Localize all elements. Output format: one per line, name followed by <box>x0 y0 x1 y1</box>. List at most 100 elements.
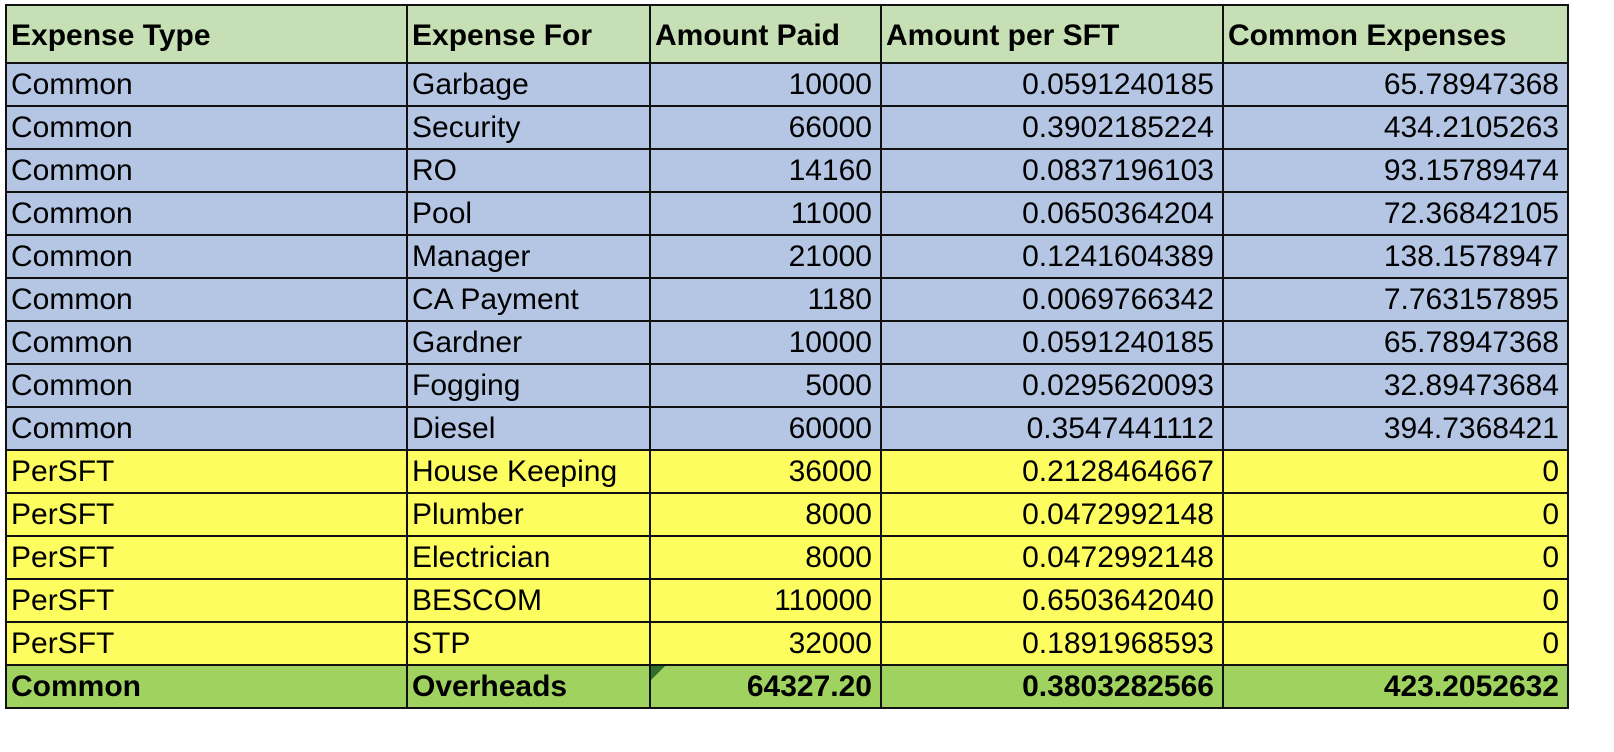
header-amount-paid[interactable]: Amount Paid <box>649 4 882 64</box>
cell-expense-type[interactable]: PerSFT <box>5 492 408 537</box>
comment-indicator-icon[interactable] <box>652 667 665 680</box>
cell-common-expenses[interactable]: 0 <box>1222 535 1569 580</box>
table-row: Common Pool 11000 0.0650364204 72.36842105 <box>5 191 1569 236</box>
cell-common-expenses[interactable]: 93.15789474 <box>1222 148 1569 193</box>
cell-amount-paid[interactable]: 66000 <box>649 105 882 150</box>
cell-expense-type[interactable]: Common <box>5 406 408 451</box>
cell-amount-paid[interactable]: 32000 <box>649 621 882 666</box>
cell-expense-type[interactable]: PerSFT <box>5 578 408 623</box>
cell-amount-paid[interactable]: 5000 <box>649 363 882 408</box>
cell-amount-per-sft[interactable]: 0.0472992148 <box>880 535 1224 580</box>
cell-expense-type[interactable]: Common <box>5 363 408 408</box>
total-row: Common Overheads 64327.20 0.3803282566 4… <box>5 664 1569 709</box>
cell-expense-for[interactable]: BESCOM <box>406 578 651 623</box>
cell-common-expenses[interactable]: 65.78947368 <box>1222 320 1569 365</box>
cell-amount-paid[interactable]: 10000 <box>649 320 882 365</box>
cell-expense-for[interactable]: Security <box>406 105 651 150</box>
cell-expense-for[interactable]: Electrician <box>406 535 651 580</box>
cell-expense-for[interactable]: Pool <box>406 191 651 236</box>
cell-expense-for[interactable]: Gardner <box>406 320 651 365</box>
cell-expense-type[interactable]: Common <box>5 62 408 107</box>
cell-common-expenses[interactable]: 0 <box>1222 621 1569 666</box>
cell-amount-per-sft[interactable]: 0.3902185224 <box>880 105 1224 150</box>
cell-expense-for[interactable]: CA Payment <box>406 277 651 322</box>
cell-amount-per-sft[interactable]: 0.0837196103 <box>880 148 1224 193</box>
cell-amount-per-sft[interactable]: 0.0650364204 <box>880 191 1224 236</box>
cell-amount-paid[interactable]: 8000 <box>649 535 882 580</box>
cell-amount-per-sft[interactable]: 0.1891968593 <box>880 621 1224 666</box>
cell-common-expenses[interactable]: 394.7368421 <box>1222 406 1569 451</box>
cell-amount-per-sft[interactable]: 0.0069766342 <box>880 277 1224 322</box>
table-row: Common Garbage 10000 0.0591240185 65.7894736… <box>5 62 1569 107</box>
cell-common-expenses[interactable]: 72.36842105 <box>1222 191 1569 236</box>
table-row: PerSFT BESCOM 110000 0.6503642040 0 <box>5 578 1569 623</box>
total-common-expenses[interactable]: 423.2052632 <box>1222 664 1569 709</box>
cell-expense-type[interactable]: Common <box>5 105 408 150</box>
table-body: Common Garbage 10000 0.0591240185 65.7894736… <box>5 62 1569 666</box>
header-amount-per-sft[interactable]: Amount per SFT <box>880 4 1224 64</box>
cell-amount-paid[interactable]: 11000 <box>649 191 882 236</box>
cell-amount-paid[interactable]: 1180 <box>649 277 882 322</box>
table-row: Common RO 14160 0.0837196103 93.15789474 <box>5 148 1569 193</box>
cell-amount-per-sft[interactable]: 0.0591240185 <box>880 62 1224 107</box>
table-row: Common Gardner 10000 0.0591240185 65.7894736… <box>5 320 1569 365</box>
cell-expense-type[interactable]: Common <box>5 277 408 322</box>
cell-amount-per-sft[interactable]: 0.6503642040 <box>880 578 1224 623</box>
cell-amount-paid[interactable]: 21000 <box>649 234 882 279</box>
cell-amount-paid[interactable]: 8000 <box>649 492 882 537</box>
cell-amount-per-sft[interactable]: 0.3547441112 <box>880 406 1224 451</box>
cell-common-expenses[interactable]: 65.78947368 <box>1222 62 1569 107</box>
cell-common-expenses[interactable]: 0 <box>1222 449 1569 494</box>
cell-expense-for[interactable]: Diesel <box>406 406 651 451</box>
table-row: Common CA Payment 1180 0.0069766342 7.763157… <box>5 277 1569 322</box>
table-row: Common Security 66000 0.3902185224 434.21052… <box>5 105 1569 150</box>
cell-amount-paid[interactable]: 36000 <box>649 449 882 494</box>
cell-amount-paid[interactable]: 110000 <box>649 578 882 623</box>
cell-expense-type[interactable]: Common <box>5 148 408 193</box>
cell-common-expenses[interactable]: 434.2105263 <box>1222 105 1569 150</box>
total-amount-paid: 64327.20 <box>746 669 872 703</box>
cell-expense-for[interactable]: RO <box>406 148 651 193</box>
cell-common-expenses[interactable]: 138.1578947 <box>1222 234 1569 279</box>
cell-expense-for[interactable]: STP <box>406 621 651 666</box>
cell-expense-type[interactable]: Common <box>5 234 408 279</box>
cell-expense-for[interactable]: Fogging <box>406 363 651 408</box>
cell-amount-paid[interactable]: 10000 <box>649 62 882 107</box>
cell-common-expenses[interactable]: 7.763157895 <box>1222 277 1569 322</box>
cell-amount-paid[interactable]: 14160 <box>649 148 882 193</box>
header-common-expenses[interactable]: Common Expenses <box>1222 4 1569 64</box>
table-row: PerSFT House Keeping 36000 0.2128464667 0 <box>5 449 1569 494</box>
table-row: Common Diesel 60000 0.3547441112 394.7368421 <box>5 406 1569 451</box>
cell-amount-per-sft[interactable]: 0.0591240185 <box>880 320 1224 365</box>
cell-expense-type[interactable]: PerSFT <box>5 449 408 494</box>
cell-expense-for[interactable]: House Keeping <box>406 449 651 494</box>
total-expense-type[interactable]: Common <box>5 664 408 709</box>
total-amount-per-sft[interactable]: 0.3803282566 <box>880 664 1224 709</box>
cell-expense-for[interactable]: Garbage <box>406 62 651 107</box>
cell-expense-for[interactable]: Plumber <box>406 492 651 537</box>
cell-common-expenses[interactable]: 0 <box>1222 578 1569 623</box>
header-row: Expense Type Expense For Amount Paid Amo… <box>5 4 1569 64</box>
expense-table: Expense Type Expense For Amount Paid Amo… <box>5 4 1569 709</box>
cell-amount-paid[interactable]: 60000 <box>649 406 882 451</box>
header-expense-for[interactable]: Expense For <box>406 4 651 64</box>
cell-common-expenses[interactable]: 32.89473684 <box>1222 363 1569 408</box>
cell-amount-per-sft[interactable]: 0.1241604389 <box>880 234 1224 279</box>
total-expense-for[interactable]: Overheads <box>406 664 651 709</box>
cell-common-expenses[interactable]: 0 <box>1222 492 1569 537</box>
cell-amount-per-sft[interactable]: 0.2128464667 <box>880 449 1224 494</box>
table-row: Common Fogging 5000 0.0295620093 32.89473684 <box>5 363 1569 408</box>
total-amount-paid-cell[interactable]: 64327.20 <box>649 664 882 709</box>
header-expense-type[interactable]: Expense Type <box>5 4 408 64</box>
cell-expense-type[interactable]: Common <box>5 191 408 236</box>
table-row: Common Manager 21000 0.1241604389 138.157894… <box>5 234 1569 279</box>
cell-amount-per-sft[interactable]: 0.0472992148 <box>880 492 1224 537</box>
cell-amount-per-sft[interactable]: 0.0295620093 <box>880 363 1224 408</box>
table-row: PerSFT STP 32000 0.1891968593 0 <box>5 621 1569 666</box>
cell-expense-type[interactable]: PerSFT <box>5 621 408 666</box>
cell-expense-for[interactable]: Manager <box>406 234 651 279</box>
table-row: PerSFT Plumber 8000 0.0472992148 0 <box>5 492 1569 537</box>
cell-expense-type[interactable]: Common <box>5 320 408 365</box>
cell-expense-type[interactable]: PerSFT <box>5 535 408 580</box>
table-row: PerSFT Electrician 8000 0.0472992148 0 <box>5 535 1569 580</box>
